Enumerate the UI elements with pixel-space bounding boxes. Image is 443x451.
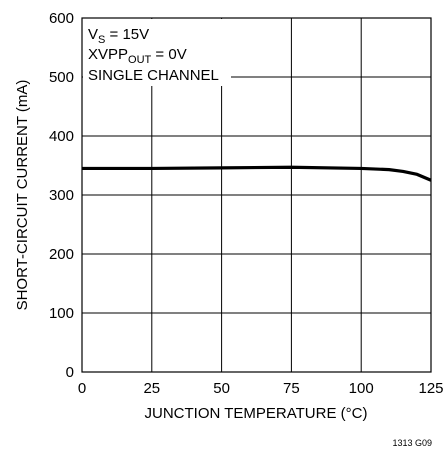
y-axis-ticks: 0 100 200 300 400 500 600 — [49, 10, 74, 381]
y-tick-label: 600 — [49, 10, 74, 27]
annotation-xvpp: XVPPOUT = 0V — [88, 46, 187, 66]
annotation-single-channel: SINGLE CHANNEL — [88, 67, 219, 84]
x-axis-label: JUNCTION TEMPERATURE (°C) — [145, 405, 368, 422]
annotation-box: VS = 15V XVPPOUT = 0V SINGLE CHANNEL — [88, 26, 219, 84]
x-tick-label: 50 — [213, 380, 230, 397]
annotation-vs: VS = 15V — [88, 26, 149, 46]
series-line — [82, 165, 432, 182]
series-layer — [82, 165, 432, 182]
y-tick-label: 100 — [49, 305, 74, 322]
x-axis-ticks: 0 25 50 75 100 125 — [78, 380, 443, 397]
plot-frame — [81, 17, 432, 373]
y-axis-label: SHORT-CIRCUIT CURRENT (mA) — [14, 80, 31, 311]
y-tick-label: 200 — [49, 246, 74, 263]
x-tick-label: 0 — [78, 380, 86, 397]
x-tick-label: 75 — [283, 380, 300, 397]
annotation-background — [83, 19, 231, 86]
y-tick-label: 300 — [49, 187, 74, 204]
y-tick-label: 500 — [49, 69, 74, 86]
x-tick-label: 125 — [418, 380, 443, 397]
y-tick-label: 400 — [49, 128, 74, 145]
figure-code: 1313 G09 — [392, 438, 432, 448]
x-tick-label: 100 — [349, 380, 374, 397]
y-tick-label: 0 — [66, 364, 74, 381]
x-tick-label: 25 — [143, 380, 160, 397]
